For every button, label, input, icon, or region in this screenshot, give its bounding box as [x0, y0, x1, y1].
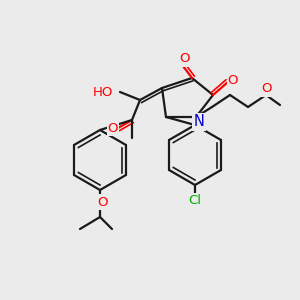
- Text: O: O: [261, 82, 271, 95]
- Text: O: O: [228, 74, 238, 86]
- Text: O: O: [108, 122, 118, 134]
- Text: HO: HO: [93, 85, 113, 98]
- Text: O: O: [97, 196, 107, 208]
- Text: Cl: Cl: [188, 194, 202, 208]
- Text: O: O: [179, 52, 189, 65]
- Text: N: N: [194, 115, 204, 130]
